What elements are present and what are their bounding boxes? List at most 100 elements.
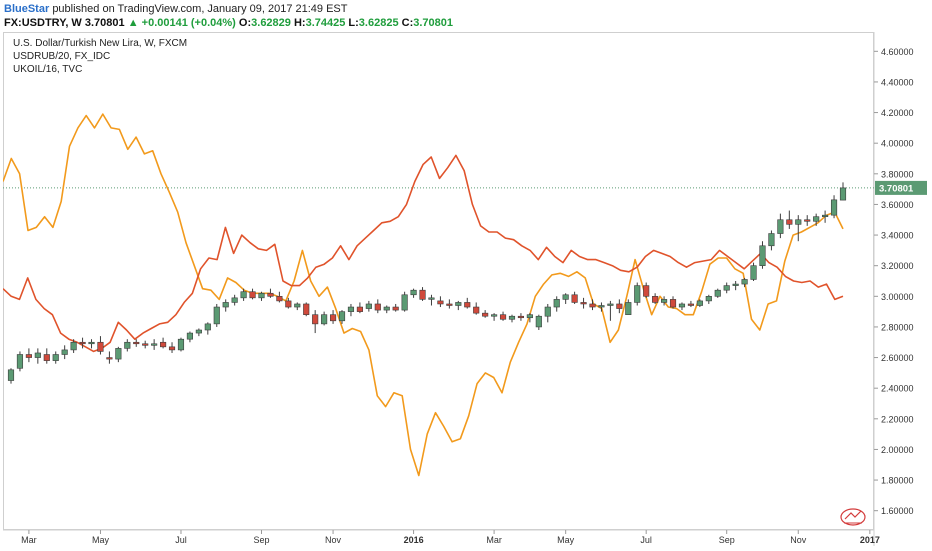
candle-body [168,346,176,351]
publish-info: BlueStar published on TradingView.com, J… [4,3,347,15]
candle-body [705,296,712,302]
candle-body [499,314,507,320]
candle-body [661,299,668,303]
open-value: 3.62829 [251,17,291,29]
y-tick-label: 3.40000 [881,231,914,241]
candle-body [142,343,149,346]
published-text: published on TradingView.com, January 09… [52,3,348,15]
candle-body [696,300,703,306]
candle-body [795,219,802,225]
candle-body [16,354,24,369]
candle-body [732,283,739,286]
plot-area[interactable] [3,32,874,530]
candle-body [115,348,122,360]
candle-body [258,292,265,299]
candle-body [338,311,346,322]
candle-body [634,285,641,303]
author-name[interactable]: BlueStar [4,3,50,15]
up-triangle-icon: ▲ [127,17,139,29]
y-tick-label: 4.60000 [881,47,914,57]
series-line-usdrub[interactable] [2,113,844,477]
legend-usdrub[interactable]: USDRUB/20, FX_IDC [13,51,111,62]
candle-body [34,352,41,358]
high-label: H: [293,17,306,29]
candle-body [589,303,596,308]
candle-body [464,302,471,308]
candle-body [553,299,560,308]
candle-body [52,354,59,361]
candle-body [285,300,292,308]
close-label: C: [401,17,414,29]
time-axis[interactable]: Mar May Jul Sep Nov 2016 Mar May Jul Sep Nov 2017 [21,530,880,545]
candle-body [607,303,614,306]
candle-body [25,354,32,358]
candle-body [517,315,525,319]
candle-body [70,341,77,351]
candle-body [428,297,435,300]
candle-body [329,314,337,322]
candle-body [625,302,632,315]
overlay-series [2,113,844,477]
candle-body [455,302,462,306]
y-tick-label: 3.60000 [881,200,914,210]
candlesticks [7,182,847,384]
y-tick-label: 2.80000 [881,322,914,332]
candle-body [768,233,775,247]
x-tick-label: Nov [790,535,807,545]
candle-body [151,343,158,346]
y-tick-label: 2.00000 [881,445,914,455]
candle-body [571,294,578,303]
legend-main[interactable]: U.S. Dollar/Turkish New Lira, W, FXCM [13,38,188,49]
candle-body [88,341,95,345]
candle-body [276,296,283,302]
candle-body [231,297,238,303]
y-tick-label: 3.20000 [881,261,914,271]
candle-body [777,219,784,234]
y-tick-label: 2.20000 [881,414,914,424]
series-line-ukoil[interactable] [2,154,844,353]
candle-body [124,341,131,349]
candle-body [723,285,730,291]
candle-body [786,219,793,225]
last-price: 3.70801 [84,17,125,29]
y-tick-label: 2.60000 [881,353,914,363]
x-tick-label: May [92,535,110,545]
x-tick-label: Jul [640,535,652,545]
candle-body [616,303,623,309]
open-label: O: [238,17,252,29]
price-axis[interactable]: 4.60000 4.40000 4.20000 4.00000 3.80000 3.600… [874,47,914,516]
candle-body [643,285,650,297]
x-tick-label: Mar [486,535,502,545]
candle-body [652,296,659,303]
price-change: +0.00141 (+0.04%) [141,17,236,29]
y-tick-label: 4.20000 [881,108,914,118]
x-tick-label: Sep [253,535,269,545]
chart-frame: 4.60000 4.40000 4.20000 4.00000 3.80000 3.600… [2,32,929,546]
legend-ukoil[interactable]: UKOIL/16, TVC [13,64,83,75]
candle-body [580,302,587,305]
candle-body [365,303,372,309]
candle-body [312,314,319,325]
candle-body [61,349,68,355]
candle-body [419,289,426,300]
tradingview-logo-icon [840,508,866,526]
candle-body [303,303,310,315]
candle-body [482,312,489,317]
price-chart[interactable]: 4.60000 4.40000 4.20000 4.00000 3.80000 3.600… [2,32,929,546]
candle-body [714,289,721,297]
candle-body [750,265,757,280]
candle-body [437,300,444,305]
candle-body [383,306,390,311]
candle-body [804,219,811,222]
y-tick-label: 1.80000 [881,476,914,486]
candle-body [43,354,50,361]
x-tick-label: Nov [325,535,342,545]
x-tick-label: May [557,535,575,545]
candle-body [839,187,847,201]
high-value: 3.74425 [305,17,346,29]
last-price-label: 3.70801 [875,180,927,195]
candle-body [356,306,363,312]
candle-body [535,315,542,328]
x-tick-label: Mar [21,535,37,545]
candle-body [195,329,202,334]
